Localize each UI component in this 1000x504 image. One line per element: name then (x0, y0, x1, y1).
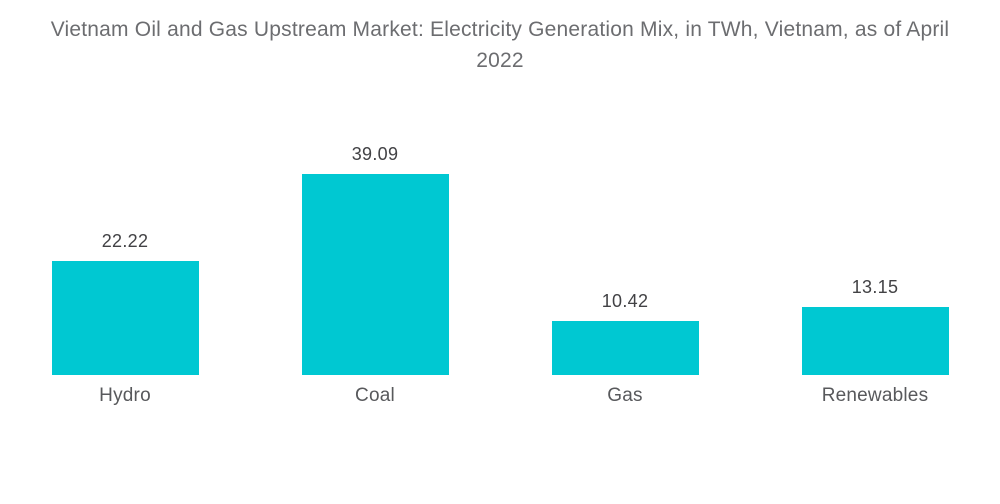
bar-hydro (51, 261, 199, 375)
bar-coal (301, 174, 449, 375)
bar-value-label: 10.42 (601, 291, 649, 311)
bar-group-renewables: 13.15 (750, 0, 1000, 375)
bar-value-label: 13.15 (851, 277, 899, 297)
bar-group-gas: 10.42 (500, 0, 750, 375)
category-label-coal: Coal (355, 385, 395, 406)
bars-row: 22.22 39.09 10.42 13.15 (0, 0, 1000, 375)
bar-value-label: 22.22 (101, 231, 149, 251)
bar-group-coal: 39.09 (250, 0, 500, 375)
category-label-hydro: Hydro (99, 385, 151, 406)
category-label-renewables: Renewables (821, 385, 929, 406)
bar-gas (551, 321, 699, 375)
bar-renewables (801, 307, 949, 375)
chart-title: Vietnam Oil and Gas Upstream Market: Ele… (50, 18, 950, 72)
category-label-gas: Gas (607, 385, 643, 406)
bar-value-label: 39.09 (351, 144, 399, 164)
bar-group-hydro: 22.22 (0, 0, 250, 375)
category-labels-row: Hydro Coal Gas Renewables (0, 375, 1000, 407)
